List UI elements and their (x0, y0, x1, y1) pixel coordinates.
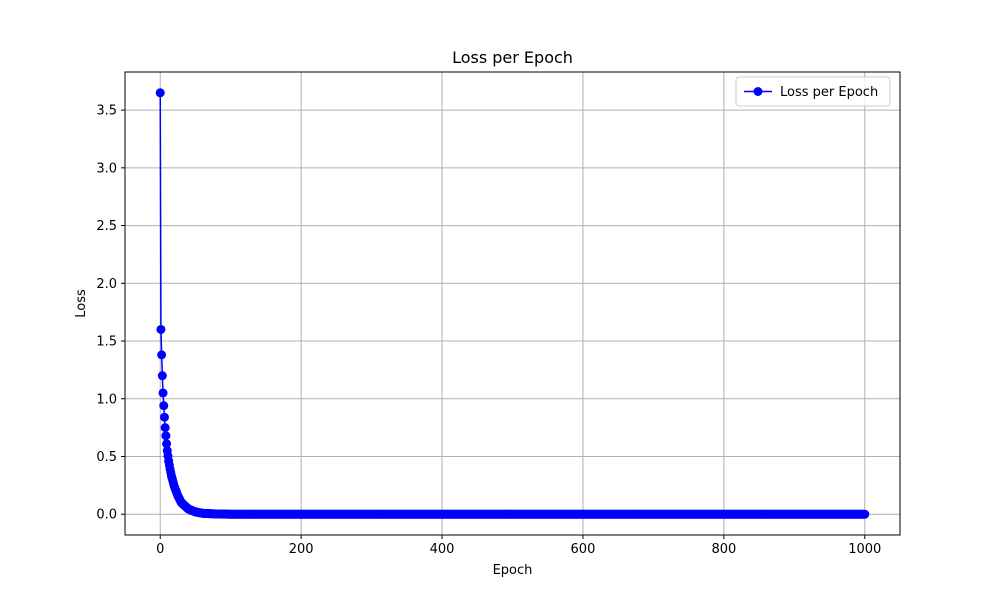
data-point (161, 431, 171, 441)
data-point (155, 88, 165, 98)
y-tick-label: 3.0 (96, 161, 117, 176)
data-point (157, 371, 167, 381)
x-tick-label: 200 (289, 542, 314, 557)
data-point (159, 412, 169, 422)
data-point (160, 423, 170, 433)
x-tick-label: 600 (571, 542, 596, 557)
legend-box (735, 76, 891, 107)
x-axis-label: Epoch (493, 563, 533, 578)
y-tick-label: 0.5 (96, 450, 117, 465)
axis-ticks: 0 200 400 600 800 1000 0.0 0.5 1.0 1.5 2.0 2.5 3.0 3.… (96, 104, 881, 557)
legend: Loss per Epoch (735, 76, 891, 107)
y-tick-label: 3.5 (96, 104, 117, 119)
y-tick-label: 1.5 (96, 335, 117, 350)
x-tick-label: 400 (430, 542, 455, 557)
y-axis-label: Loss (74, 289, 89, 318)
grid-lines (125, 72, 900, 535)
y-tick-label: 1.0 (96, 392, 117, 407)
series-markers (155, 88, 870, 519)
legend-marker-swatch (753, 87, 763, 96)
y-tick-label: 0.0 (96, 508, 117, 523)
data-point (162, 439, 172, 449)
x-tick-label: 800 (711, 542, 736, 557)
y-tick-label: 2.5 (96, 219, 117, 234)
x-tick-label: 0 (156, 542, 164, 557)
chart-title: Loss per Epoch (452, 48, 573, 67)
data-point (159, 401, 169, 411)
data-point (860, 509, 870, 519)
plot-frame (124, 71, 901, 536)
x-tick-label: 1000 (848, 542, 881, 557)
y-tick-label: 2.0 (96, 277, 117, 292)
data-point (158, 388, 168, 398)
legend-label: Loss per Epoch (780, 85, 878, 100)
data-point (157, 350, 167, 360)
series-layer (155, 88, 870, 519)
data-point (156, 324, 166, 334)
